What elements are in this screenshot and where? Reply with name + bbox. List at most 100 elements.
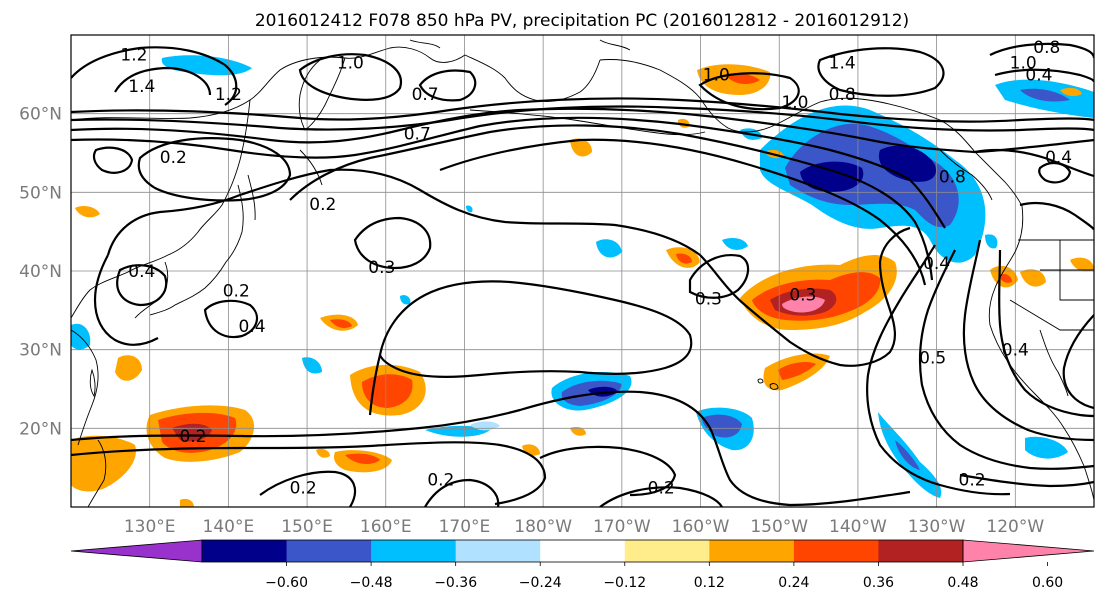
pv-contour [989, 42, 1094, 59]
coastline-alaska-panhandle [939, 149, 993, 201]
contour-label: 0.3 [368, 258, 395, 278]
pv-contour [353, 216, 432, 270]
colorbar-swatch [540, 540, 626, 562]
colorbar-tick-label: −0.36 [434, 575, 477, 591]
colorbar-swatch [878, 540, 964, 562]
pv-contour [106, 168, 701, 256]
latitude-tick-label: 60°N [19, 105, 62, 125]
longitude-tick-label: 160°E [360, 517, 412, 537]
pv-contour [114, 66, 212, 96]
precip-positive-region [676, 253, 692, 264]
contour-label: 0.8 [939, 168, 966, 188]
pv-contours [71, 42, 1094, 507]
contour-labels: 1.2 1.0 1.4 1.2 0.7 0.7 0.2 0.2 0.3 0.4 0.2 0.4 0.3 0… [120, 38, 1072, 499]
pv-contour [137, 137, 292, 202]
precip-negative-region [895, 440, 920, 470]
contour-label: 0.3 [695, 290, 722, 310]
precip-positive-region [1000, 273, 1012, 283]
pv-contour [918, 249, 1094, 470]
colorbar-swatch [709, 540, 795, 562]
colorbar-swatch [202, 540, 288, 562]
coastline-asia [71, 46, 466, 121]
precip-positive-region [115, 355, 142, 381]
precip-negative-region [466, 205, 473, 213]
pv-contour [259, 470, 357, 507]
colorbar-tick-label: −0.12 [603, 575, 646, 591]
pv-contour [959, 473, 1094, 488]
colorbar-tick-label: 0.24 [778, 575, 809, 591]
precip-negative-region [800, 161, 864, 192]
precip-positive-region [316, 448, 330, 458]
precip-negative-region [1020, 88, 1070, 102]
colorbar-tick-label: −0.60 [265, 575, 308, 591]
pv-contour [71, 441, 547, 506]
longitude-axis: 130°E 140°E 150°E 160°E 170°E 180°W 170°W 160°W… [124, 517, 1045, 537]
precip-positive-region [71, 435, 136, 492]
colorbar-tick-label: −0.24 [519, 575, 562, 591]
coastline-taiwan [89, 368, 96, 398]
political-border [1059, 240, 1094, 301]
latitude-tick-label: 30°N [19, 341, 62, 361]
map-frame [70, 34, 1095, 508]
coastlines [71, 39, 1094, 507]
longitude-tick-label: 170°E [439, 517, 491, 537]
colorbar-tick-label: 0.12 [694, 575, 725, 591]
pv-contour [1019, 201, 1094, 231]
pv-contour [998, 249, 1094, 418]
coastline-islands [599, 39, 631, 51]
pv-contour [699, 226, 911, 367]
pv-contour [203, 299, 259, 339]
latitude-tick-label: 50°N [19, 183, 62, 203]
longitude-tick-label: 170°W [593, 517, 651, 537]
coastline-japan [149, 184, 244, 316]
pv-contour [817, 47, 945, 97]
coastline-aleutians [469, 109, 706, 136]
precip-positive-region [725, 73, 760, 85]
pv-contour [116, 264, 168, 307]
precip-negative-region [400, 295, 411, 305]
colorbar-tick-label: −0.48 [350, 575, 393, 591]
colorbar-swatch [455, 540, 541, 562]
contour-label: 0.2 [959, 470, 986, 490]
precip-negative-region [722, 238, 748, 250]
contour-label: 0.2 [223, 282, 250, 302]
pv-contour [1062, 314, 1094, 410]
colorbar-tick-label: 0.48 [947, 575, 978, 591]
colorbar-frame [201, 539, 964, 563]
coastline-islands [299, 149, 323, 186]
longitude-tick-label: 160°W [672, 517, 730, 537]
contour-label: 1.0 [1010, 54, 1037, 74]
contour-label: 0.8 [1033, 38, 1060, 58]
contour-label: 0.2 [160, 148, 187, 168]
colorbar-swatch [793, 540, 879, 562]
contour-label: 1.4 [128, 77, 155, 97]
pv-contour [418, 69, 477, 102]
longitude-tick-label: 140°W [829, 517, 887, 537]
contour-label: 0.8 [829, 85, 856, 105]
contour-label: 0.4 [1002, 341, 1029, 361]
colorbar-extend-low [70, 539, 203, 563]
colorbar-swatch [624, 540, 710, 562]
pv-contour [298, 53, 403, 101]
latitude-tick-label: 20°N [19, 419, 62, 439]
latitude-tick-label: 40°N [19, 262, 62, 282]
colorbar-swatch [286, 540, 372, 562]
precip-positive-region [345, 453, 380, 465]
contour-label: 0.2 [309, 195, 336, 215]
longitude-tick-label: 120°W [986, 517, 1044, 537]
pv-contour [71, 107, 1094, 154]
figure-title: 2016012412 F078 850 hPa PV, precipitatio… [255, 11, 909, 31]
precipitation-fill-layer [71, 55, 1094, 507]
pv-contour [71, 116, 946, 229]
precip-positive-region [778, 362, 816, 380]
pv-contour [539, 445, 677, 497]
colorbar-tick-label: 0.36 [863, 575, 894, 591]
contour-label: 0.2 [290, 478, 317, 498]
pv-contour [424, 478, 500, 507]
contour-label: 1.4 [829, 54, 856, 74]
precip-negative-region [596, 239, 622, 258]
longitude-tick-label: 180°W [514, 517, 572, 537]
coastline-hawaii [757, 378, 764, 384]
contour-label: 1.2 [120, 46, 147, 66]
